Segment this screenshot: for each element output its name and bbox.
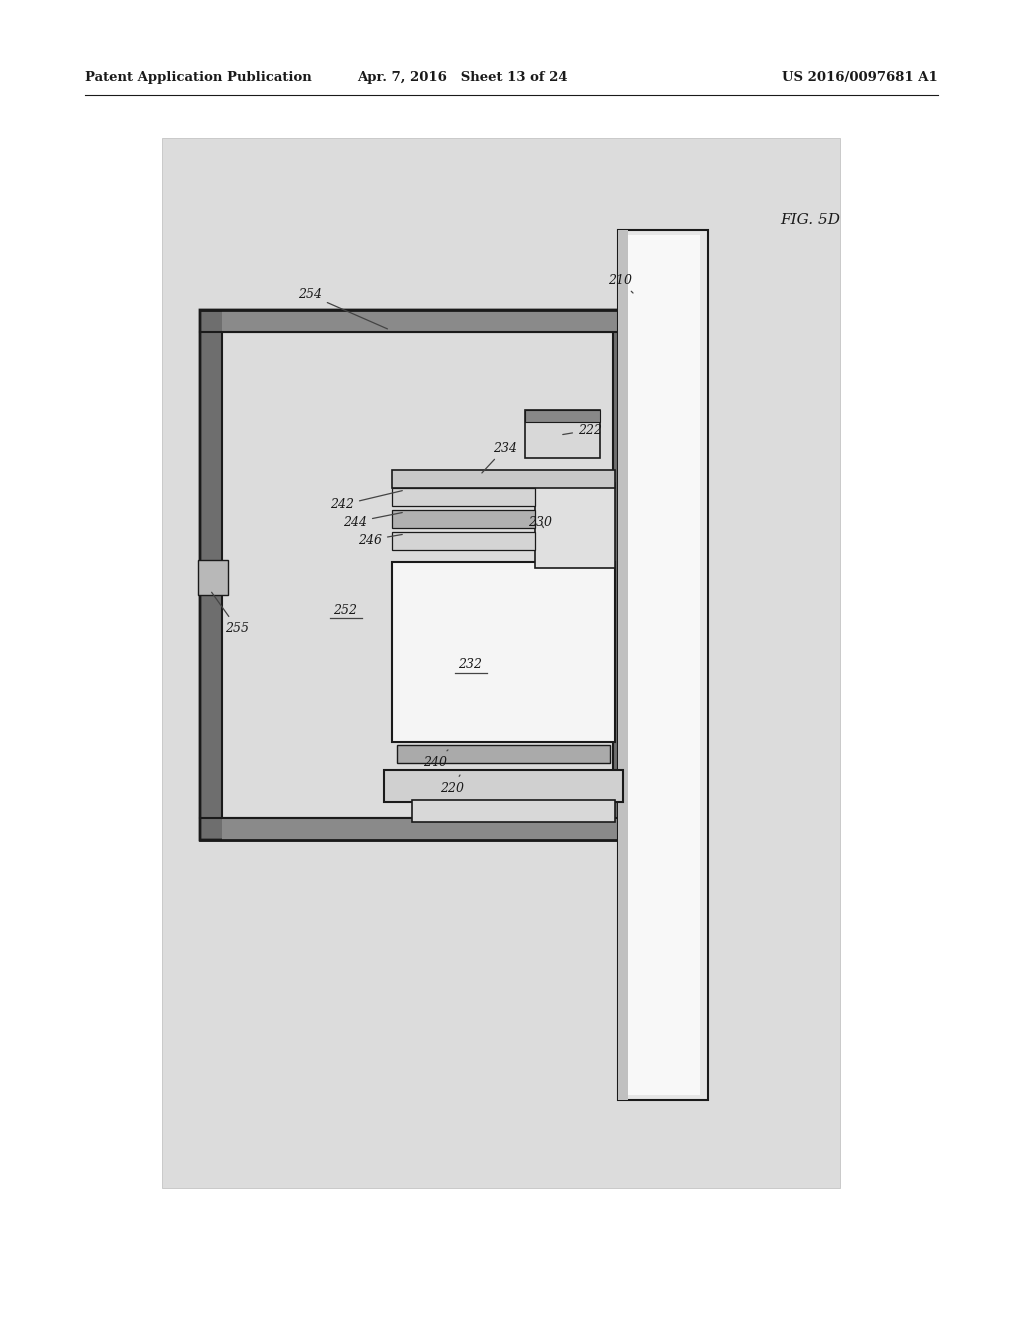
Text: US 2016/0097681 A1: US 2016/0097681 A1 [782, 71, 938, 84]
Text: 220: 220 [440, 775, 464, 795]
Text: Patent Application Publication: Patent Application Publication [85, 71, 311, 84]
Bar [222, 818, 635, 840]
Text: 232: 232 [458, 659, 482, 672]
Bar [392, 470, 615, 488]
Bar [618, 230, 628, 1100]
Text: 230: 230 [528, 516, 552, 528]
Bar [397, 744, 610, 763]
Text: 246: 246 [358, 533, 402, 546]
Bar [626, 235, 700, 1096]
Bar [198, 560, 228, 595]
Bar [392, 488, 535, 506]
FancyBboxPatch shape [222, 333, 613, 818]
Text: FIG. 5D: FIG. 5D [780, 213, 840, 227]
Text: 222: 222 [563, 424, 602, 437]
Bar [162, 139, 840, 1188]
Text: 210: 210 [608, 273, 633, 293]
Bar [392, 562, 615, 742]
Bar [525, 411, 600, 422]
FancyBboxPatch shape [200, 310, 635, 840]
Text: Apr. 7, 2016   Sheet 13 of 24: Apr. 7, 2016 Sheet 13 of 24 [356, 71, 567, 84]
Text: 234: 234 [482, 441, 517, 473]
Bar [535, 483, 615, 568]
Text: 254: 254 [298, 289, 387, 329]
Text: 252: 252 [333, 603, 357, 616]
Bar [525, 411, 600, 458]
Text: 244: 244 [343, 512, 402, 528]
Bar [618, 230, 708, 1100]
Text: 240: 240 [423, 750, 447, 768]
Bar [412, 800, 615, 822]
Bar [392, 532, 535, 550]
Text: 255: 255 [212, 593, 249, 635]
Text: 242: 242 [330, 491, 402, 511]
Bar [222, 310, 635, 333]
Bar [392, 510, 535, 528]
Bar [384, 770, 623, 803]
